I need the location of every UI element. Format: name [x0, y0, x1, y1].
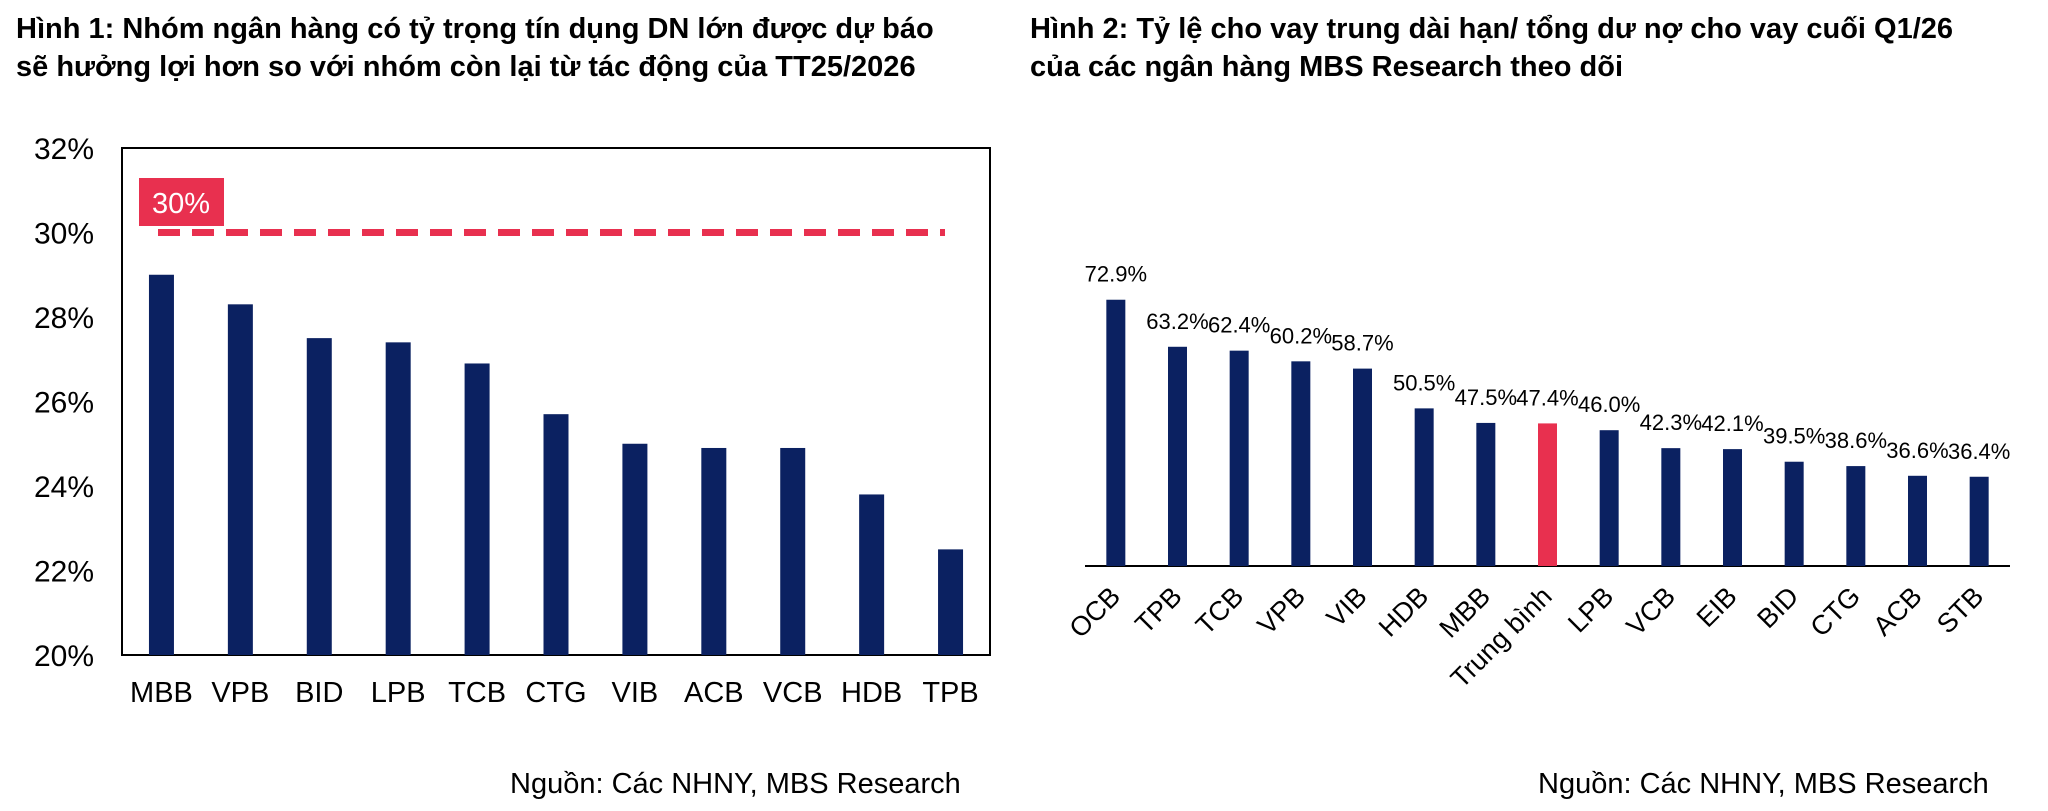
chart2-data-label: 38.6% [1825, 428, 1887, 453]
chart2-bar [1723, 449, 1742, 566]
chart2-xtick-label: VIB [1321, 581, 1373, 633]
chart2-bar [1538, 423, 1557, 566]
chart2-data-label: 36.6% [1886, 438, 1948, 463]
chart2-bar [1969, 476, 1989, 566]
chart2-bar [1476, 422, 1496, 566]
chart1-bar [622, 443, 648, 655]
chart1-ytick-label: 32% [34, 133, 94, 166]
figure1-title: Hình 1: Nhóm ngân hàng có tỷ trọng tín d… [16, 10, 934, 86]
chart2-xtick-label: LPB [1562, 581, 1619, 638]
chart1-xtick-label: BID [295, 677, 343, 709]
chart2-xtick-label: EIB [1691, 581, 1743, 633]
chart1-xtick-label: HDB [841, 677, 902, 709]
chart1-bar [859, 494, 885, 655]
chart1-xtick-label: ACB [684, 677, 744, 709]
chart2-bar [1414, 408, 1434, 566]
chart1-bar-chart: 20% 22% 24% 26% 28% 30% 32% MBB VPB BID LPB TCB CTG V… [34, 133, 991, 709]
chart2-xtick-label: VPB [1252, 581, 1311, 640]
chart1-bar [780, 447, 806, 655]
chart2-data-label: 60.2% [1270, 323, 1332, 348]
chart1-bar [148, 274, 174, 655]
chart2-bar [1908, 475, 1927, 566]
chart1-xtick-label: VPB [211, 677, 269, 709]
chart2-data-label: 36.4% [1948, 439, 2010, 464]
chart2-bar [1106, 299, 1126, 566]
chart1-threshold-label: 30% [152, 188, 210, 220]
chart1-bar [543, 414, 569, 655]
chart1-xtick-label: TPB [922, 677, 978, 709]
chart2-data-label: 58.7% [1331, 331, 1393, 356]
chart2-xtick-label: CTG [1805, 581, 1867, 643]
chart2-bar [1353, 368, 1372, 566]
chart1-xtick-label: MBB [130, 677, 193, 709]
figure2-title-line1: Hình 2: Tỷ lệ cho vay trung dài hạn/ tổn… [1030, 13, 1954, 45]
chart1-bar [464, 363, 490, 655]
chart2-bar [1229, 350, 1249, 566]
chart2-data-label: 39.5% [1763, 424, 1825, 449]
chart2-bar [1291, 361, 1311, 566]
chart1-ytick-label: 28% [34, 302, 94, 335]
chart1-bar [385, 342, 411, 655]
chart2-bar [1846, 466, 1866, 566]
figure1-title-line2: sẽ hưởng lợi hơn so với nhóm còn lại từ … [16, 51, 916, 83]
chart2-xtick-label: TCB [1190, 581, 1249, 640]
chart2-data-label: 42.1% [1701, 411, 1763, 436]
chart2-data-label: 47.5% [1455, 385, 1517, 410]
chart1-ytick-label: 22% [34, 556, 94, 589]
chart2-bar-chart: 72.9% OCB 63.2% TPB 62.4% TCB 60.2% VPB 58.7% VIB… [1063, 262, 2010, 694]
figure2-title: Hình 2: Tỷ lệ cho vay trung dài hạn/ tổn… [1030, 10, 1953, 86]
chart1-ytick-label: 26% [34, 387, 94, 420]
chart1-ytick-label: 24% [34, 471, 94, 504]
chart2-xtick-label: ACB [1867, 581, 1927, 641]
chart1-bar [938, 549, 964, 655]
chart2-bar [1661, 448, 1681, 566]
chart2-xtick-label: OCB [1063, 581, 1126, 644]
chart1-xtick-label: LPB [371, 677, 426, 709]
chart1-ytick-label: 20% [34, 640, 94, 673]
figure2-source: Nguồn: Các NHNY, MBS Research [1538, 768, 1989, 800]
chart2-data-label: 50.5% [1393, 370, 1455, 395]
chart1-xtick-label: VCB [763, 677, 823, 709]
chart1-threshold-badge [139, 178, 224, 226]
chart2-xtick-label: BID [1751, 581, 1804, 634]
chart1-ytick-label: 30% [34, 218, 94, 251]
chart1-xtick-label: VIB [612, 677, 659, 709]
chart2-data-label: 72.9% [1085, 262, 1147, 287]
chart2-xtick-label: STB [1931, 581, 1989, 639]
chart1-xtick-label: TCB [448, 677, 506, 709]
chart2-data-label: 46.0% [1578, 392, 1640, 417]
chart2-xtick-label: HDB [1373, 581, 1435, 643]
chart1-bar [306, 338, 332, 655]
chart2-data-label: 47.4% [1516, 385, 1578, 410]
chart2-data-label: 62.4% [1208, 313, 1270, 338]
chart2-xtick-label: TPB [1129, 581, 1187, 639]
chart1-xtick-label: CTG [525, 677, 586, 709]
chart1-bar [701, 447, 727, 655]
chart2-xtick-label: VCB [1621, 581, 1681, 641]
chart2-bar [1784, 461, 1804, 566]
chart1-bar [227, 304, 253, 655]
chart2-data-label: 42.3% [1640, 410, 1702, 435]
figure1-source: Nguồn: Các NHNY, MBS Research [510, 768, 961, 800]
chart2-bar [1168, 346, 1187, 566]
chart2-bar [1599, 430, 1619, 566]
figure2-title-line2: của các ngân hàng MBS Research theo dõi [1030, 51, 1624, 83]
chart2-data-label: 63.2% [1146, 309, 1208, 334]
figure1-title-line1: Hình 1: Nhóm ngân hàng có tỷ trọng tín d… [16, 13, 934, 45]
